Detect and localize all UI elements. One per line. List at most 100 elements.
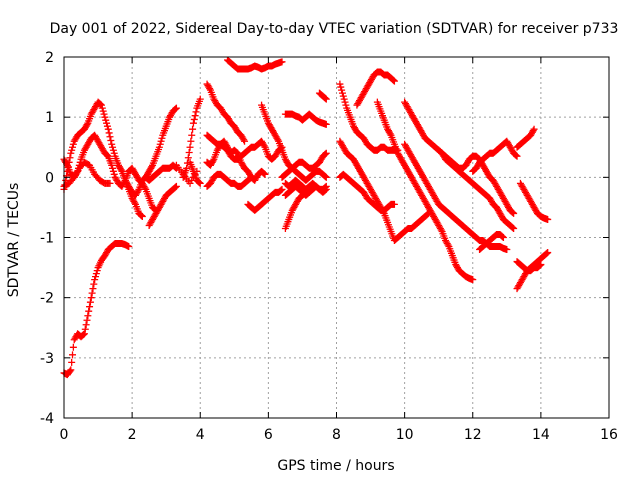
x-tick-label: 8 xyxy=(332,427,341,443)
data-point-plus-marker xyxy=(84,312,92,320)
data-point-plus-marker xyxy=(390,76,398,84)
data-point-plus-marker xyxy=(69,143,77,151)
series-track-32 xyxy=(469,137,521,175)
data-point-plus-marker xyxy=(98,104,106,112)
data-point-plus-marker xyxy=(99,107,107,115)
data-point-plus-marker xyxy=(196,179,204,187)
data-point-plus-marker xyxy=(83,316,91,324)
series-track-15 xyxy=(244,185,286,214)
data-point-plus-marker xyxy=(260,170,268,178)
data-point-plus-marker xyxy=(103,119,111,127)
data-point-plus-marker xyxy=(158,134,166,142)
x-tick-label: 2 xyxy=(128,427,137,443)
y-tick-label: -1 xyxy=(40,231,54,247)
data-point-plus-marker xyxy=(322,95,330,103)
data-point-plus-marker xyxy=(277,186,285,194)
series-track-10 xyxy=(186,158,204,187)
y-tick-label: 2 xyxy=(45,50,54,66)
data-point-plus-marker xyxy=(81,325,89,333)
data-point-plus-marker xyxy=(499,234,507,241)
data-point-plus-marker xyxy=(85,307,93,315)
data-point-plus-marker xyxy=(185,149,193,157)
x-tick-label: 0 xyxy=(60,427,69,443)
series-track-23 xyxy=(315,89,330,103)
data-point-plus-marker xyxy=(103,122,111,130)
data-point-plus-marker xyxy=(109,167,117,175)
y-axis-label: SDTVAR / TECUs xyxy=(6,183,22,298)
data-point-plus-marker xyxy=(322,185,330,193)
data-point-plus-marker xyxy=(97,100,105,108)
data-point-plus-marker xyxy=(83,121,91,129)
data-point-plus-marker xyxy=(131,199,139,207)
data-point-plus-marker xyxy=(172,105,180,113)
data-point-plus-marker xyxy=(108,140,116,148)
y-tick-label: 0 xyxy=(45,170,54,186)
data-point-plus-marker xyxy=(106,179,114,187)
series-track-37 xyxy=(516,179,552,223)
data-point-plus-marker xyxy=(529,127,537,135)
data-point-plus-marker xyxy=(240,136,248,144)
data-point-plus-marker xyxy=(109,146,117,154)
data-point-plus-marker xyxy=(102,116,110,124)
data-point-plus-marker xyxy=(543,249,551,257)
data-point-plus-marker xyxy=(92,273,100,281)
data-point-plus-marker xyxy=(125,243,133,251)
x-tick-label: 14 xyxy=(532,427,550,443)
data-point-plus-marker xyxy=(184,154,192,162)
data-point-plus-marker xyxy=(322,149,330,157)
data-point-plus-marker xyxy=(172,183,180,191)
series-track-11 xyxy=(203,80,249,145)
data-point-plus-marker xyxy=(513,152,521,160)
data-point-plus-marker xyxy=(89,285,97,293)
data-point-plus-marker xyxy=(321,186,329,194)
data-point-plus-marker xyxy=(510,224,518,232)
data-point-plus-marker xyxy=(134,187,142,195)
data-point-plus-marker xyxy=(278,58,286,66)
data-point-plus-marker xyxy=(260,142,268,150)
data-point-plus-marker xyxy=(340,95,348,103)
data-point-plus-marker xyxy=(110,149,118,157)
data-point-plus-marker xyxy=(93,267,101,275)
x-axis-label: GPS time / hours xyxy=(277,458,394,474)
data-point-plus-marker xyxy=(91,276,99,284)
data-point-plus-marker xyxy=(509,224,517,232)
y-tick-label: -2 xyxy=(40,291,54,307)
data-point-plus-marker xyxy=(390,200,398,208)
x-tick-label: 12 xyxy=(464,427,482,443)
series-track-08 xyxy=(179,95,204,181)
series-track-04 xyxy=(60,158,114,190)
series-track-22 xyxy=(281,188,313,232)
data-point-plus-marker xyxy=(88,289,96,297)
data-point-plus-marker xyxy=(278,185,286,193)
series-track-19 xyxy=(278,164,330,184)
data-point-plus-marker xyxy=(100,110,108,118)
data-point-plus-marker xyxy=(156,140,164,148)
series-track-27 xyxy=(336,170,398,214)
y-tick-label: -3 xyxy=(40,351,54,367)
data-point-plus-marker xyxy=(183,164,191,172)
data-point-plus-marker xyxy=(338,86,346,94)
data-point-plus-marker xyxy=(503,246,511,254)
data-point-plus-marker xyxy=(104,125,112,133)
data-point-plus-marker xyxy=(187,137,195,145)
data-point-plus-marker xyxy=(87,294,95,302)
data-point-plus-marker xyxy=(536,261,544,269)
data-point-plus-marker xyxy=(148,163,156,171)
data-point-plus-marker xyxy=(247,173,255,181)
data-point-plus-marker xyxy=(336,80,344,88)
series-track-33 xyxy=(476,230,507,254)
data-point-plus-marker xyxy=(82,321,90,329)
data-point-plus-marker xyxy=(469,276,477,284)
x-tick-label: 16 xyxy=(600,427,618,443)
data-point-plus-marker xyxy=(138,212,146,220)
data-point-plus-marker xyxy=(341,98,349,106)
data-point-plus-marker xyxy=(337,83,345,91)
series-track-18 xyxy=(281,110,330,128)
data-point-plus-marker xyxy=(86,303,94,311)
data-point-plus-marker xyxy=(437,226,445,234)
data-point-plus-marker xyxy=(386,130,394,138)
series-track-25 xyxy=(353,68,398,109)
data-point-plus-marker xyxy=(101,113,109,121)
data-point-plus-marker xyxy=(189,119,197,127)
data-point-plus-marker xyxy=(321,150,329,158)
